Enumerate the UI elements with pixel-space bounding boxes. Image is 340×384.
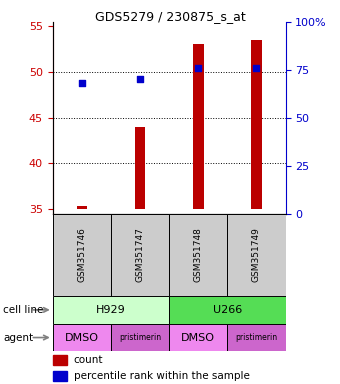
Bar — [111, 324, 169, 351]
Text: DMSO: DMSO — [65, 333, 99, 343]
Bar — [53, 324, 111, 351]
Text: GSM351748: GSM351748 — [194, 227, 203, 282]
Bar — [53, 296, 169, 324]
Bar — [227, 324, 286, 351]
Bar — [251, 40, 262, 209]
Point — [254, 65, 259, 71]
Point — [79, 80, 85, 86]
Bar — [169, 214, 227, 296]
Text: H929: H929 — [96, 305, 126, 315]
Text: GSM351749: GSM351749 — [252, 227, 261, 282]
Bar — [53, 355, 67, 365]
Text: U266: U266 — [213, 305, 242, 315]
Bar — [135, 127, 145, 209]
Bar — [111, 214, 169, 296]
Bar — [169, 296, 286, 324]
Text: agent: agent — [3, 333, 34, 343]
Bar — [193, 45, 204, 209]
Text: pristimerin: pristimerin — [119, 333, 161, 342]
Text: pristimerin: pristimerin — [235, 333, 277, 342]
Bar — [169, 324, 227, 351]
Text: GSM351746: GSM351746 — [77, 227, 86, 282]
Bar — [53, 371, 67, 381]
Text: GSM351747: GSM351747 — [136, 227, 144, 282]
Text: percentile rank within the sample: percentile rank within the sample — [74, 371, 250, 381]
Text: DMSO: DMSO — [181, 333, 215, 343]
Point — [137, 76, 143, 82]
Bar — [227, 214, 286, 296]
Text: GDS5279 / 230875_s_at: GDS5279 / 230875_s_at — [95, 10, 245, 23]
Text: cell line: cell line — [3, 305, 44, 315]
Point — [195, 65, 201, 71]
Bar — [53, 214, 111, 296]
Bar — [76, 206, 87, 209]
Text: count: count — [74, 355, 103, 365]
